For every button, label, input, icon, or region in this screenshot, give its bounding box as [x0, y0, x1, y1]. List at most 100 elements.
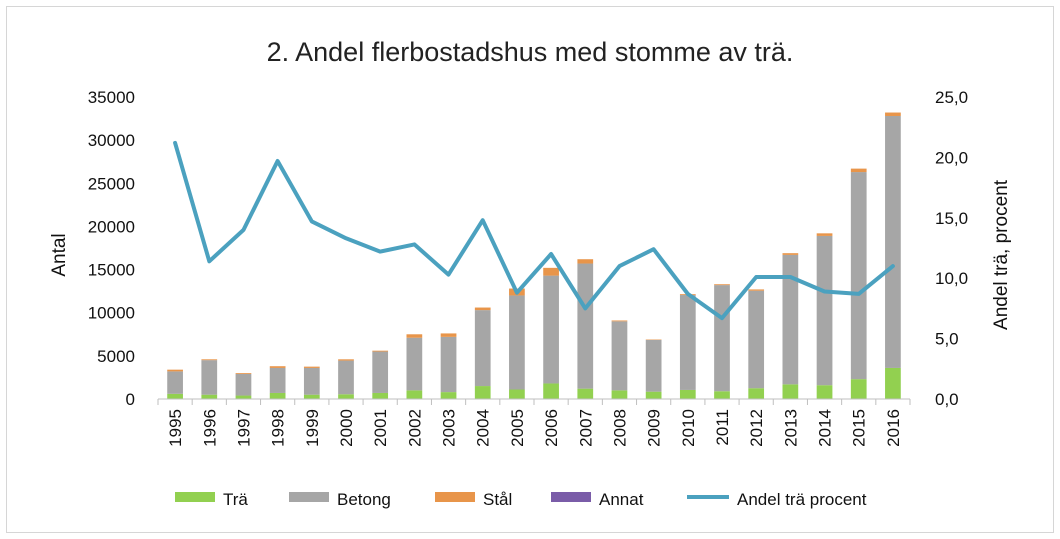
- bar-betong: [441, 337, 457, 392]
- legend-swatch-stål: [435, 492, 475, 502]
- bar-trä: [236, 396, 252, 399]
- bar-betong: [714, 285, 730, 391]
- x-tick-label: 2011: [713, 409, 732, 446]
- x-tick-label: 2006: [542, 409, 561, 447]
- bar-stål: [748, 289, 764, 290]
- bar-betong: [201, 360, 217, 395]
- x-axis-ticks: 1995 1996 1997 1998 1999 2000 2001 2002 2003 2004…: [166, 409, 903, 447]
- bar-trä: [851, 379, 867, 399]
- bar-stål: [304, 367, 320, 368]
- x-tick-label: 2002: [405, 409, 424, 447]
- bar-trä: [714, 391, 730, 399]
- legend-swatch-annat: [551, 492, 591, 502]
- y-tick-label: 15000: [88, 261, 135, 280]
- bar-betong: [851, 172, 867, 379]
- y2-tick-label: 25,0: [935, 88, 968, 107]
- chart-frame: 2. Andel flerbostadshus med stomme av tr…: [6, 6, 1054, 533]
- bar-betong: [646, 340, 662, 392]
- bar-trä: [475, 386, 491, 399]
- legend: Trä Betong Stål Annat Andel trä procent: [175, 490, 867, 509]
- x-tick-label: 2004: [474, 409, 493, 447]
- x-tick-label: 2001: [371, 409, 390, 447]
- x-tick-label: 2000: [337, 409, 356, 447]
- x-tick-label: 2012: [747, 409, 766, 447]
- x-tick-label: 1995: [166, 409, 185, 447]
- legend-swatch-trä: [175, 492, 215, 502]
- legend-label: Trä: [223, 490, 248, 509]
- bar-trä: [817, 385, 833, 399]
- bar-stål: [372, 351, 388, 352]
- legend-label: Andel trä procent: [737, 490, 867, 509]
- y-axis-ticks: 0 5000 10000 15000 20000 25000 30000 35000: [88, 88, 135, 409]
- bar-betong: [270, 368, 286, 393]
- chart-title: 2. Andel flerbostadshus med stomme av tr…: [267, 37, 794, 67]
- y-tick-label: 5000: [97, 347, 135, 366]
- bar-stål: [407, 334, 423, 337]
- bar-betong: [577, 264, 593, 389]
- x-tick-label: 1998: [269, 409, 288, 447]
- bar-trä: [783, 384, 799, 399]
- bar-stål: [338, 359, 354, 360]
- bar-stål: [783, 253, 799, 255]
- bar-trä: [372, 393, 388, 399]
- bar-stål: [201, 359, 217, 360]
- legend-label: Annat: [599, 490, 644, 509]
- x-axis: [158, 399, 910, 405]
- bar-trä: [270, 393, 286, 399]
- bar-trä: [201, 395, 217, 399]
- x-tick-label: 2014: [816, 409, 835, 447]
- bar-betong: [783, 255, 799, 384]
- bar-betong: [475, 310, 491, 386]
- bar-betong: [748, 291, 764, 389]
- bar-trä: [167, 394, 183, 399]
- y-axis-label: Antal: [49, 233, 70, 276]
- bar-stål: [441, 333, 457, 336]
- x-tick-label: 2008: [610, 409, 629, 447]
- bar-betong: [612, 321, 628, 390]
- bar-trä: [680, 390, 696, 399]
- bar-stål: [236, 373, 252, 374]
- bar-stål: [612, 320, 628, 321]
- x-tick-label: 2015: [850, 409, 869, 447]
- y2-tick-label: 15,0: [935, 209, 968, 228]
- y2-axis-ticks: 0,0 5,0 10,0 15,0 20,0 25,0: [935, 88, 968, 409]
- x-tick-label: 2013: [781, 409, 800, 447]
- bar-stål: [817, 233, 833, 236]
- bar-trä: [612, 390, 628, 399]
- bar-betong: [817, 236, 833, 385]
- bar-stål: [714, 284, 730, 285]
- y-tick-label: 20000: [88, 217, 135, 236]
- bar-betong: [236, 374, 252, 396]
- x-tick-label: 2016: [884, 409, 903, 447]
- y2-tick-label: 0,0: [935, 390, 959, 409]
- bar-trä: [407, 390, 423, 399]
- bar-betong: [338, 361, 354, 395]
- x-tick-label: 2009: [645, 409, 664, 447]
- y-tick-label: 35000: [88, 88, 135, 107]
- x-tick-label: 2003: [440, 409, 459, 447]
- y-tick-label: 10000: [88, 304, 135, 323]
- x-tick-label: 1997: [234, 409, 253, 447]
- y2-tick-label: 5,0: [935, 330, 959, 349]
- bar-group: [167, 113, 901, 399]
- y2-axis-label: Andel trä, procent: [991, 179, 1012, 330]
- bar-trä: [509, 390, 525, 399]
- chart-canvas: 2. Andel flerbostadshus med stomme av tr…: [7, 7, 1053, 532]
- bar-betong: [509, 295, 525, 389]
- bar-stål: [270, 366, 286, 368]
- x-tick-label: 1999: [303, 409, 322, 447]
- bar-stål: [885, 113, 901, 116]
- bar-stål: [543, 268, 559, 276]
- bar-betong: [407, 338, 423, 391]
- bar-trä: [885, 368, 901, 399]
- bar-trä: [577, 389, 593, 399]
- legend-label: Betong: [337, 490, 391, 509]
- bar-trä: [441, 392, 457, 399]
- bar-trä: [338, 394, 354, 399]
- bar-stål: [851, 169, 867, 172]
- x-tick-label: 1996: [200, 409, 219, 447]
- bar-betong: [167, 371, 183, 393]
- y-tick-label: 0: [126, 390, 135, 409]
- x-tick-label: 2007: [576, 409, 595, 447]
- bar-trä: [748, 388, 764, 399]
